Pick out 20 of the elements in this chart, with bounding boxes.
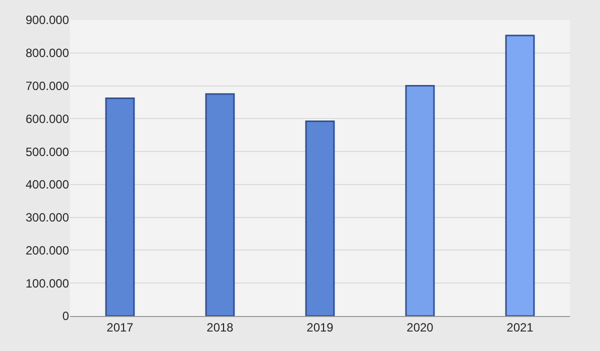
bar [205,93,235,316]
x-tick-label: 2020 [406,320,434,334]
bar [405,85,435,316]
x-tick-label: 2017 [106,320,134,334]
y-tick-label: 400.000 [26,178,70,192]
y-tick-label: 100.000 [26,276,70,290]
y-tick-label: 700.000 [26,78,70,93]
x-tick-label: 2021 [506,320,534,334]
x-tick-label: 2018 [206,320,234,334]
bar [305,120,335,316]
y-tick-label: 500.000 [26,144,70,159]
y-tick-label: 200.000 [26,243,70,258]
y-tick-label: 900.000 [26,13,70,28]
y-tick-label: 300.000 [26,210,70,225]
y-tick-label: 800.000 [26,46,70,60]
x-tick-label: 2019 [306,320,334,334]
y-tick-label: 0 [62,309,70,324]
bar [505,34,535,316]
bar [105,98,135,316]
y-tick-label: 600.000 [26,112,70,126]
